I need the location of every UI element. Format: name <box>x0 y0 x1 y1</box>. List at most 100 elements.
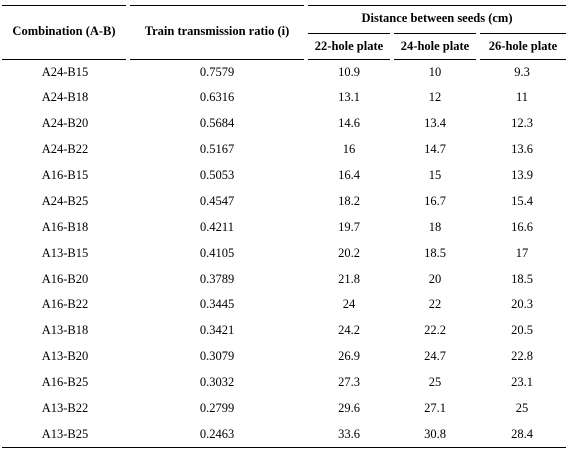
cell-combination: A16-B15 <box>41 168 89 182</box>
cell-22-hole-plate: 26.9 <box>338 349 360 364</box>
cell-combination: A24-B15 <box>41 64 89 79</box>
table-header: Combination (A-B) Train transmission rat… <box>2 5 567 60</box>
cell-24-hole-plate: 18 <box>428 219 442 234</box>
header-ratio: Train transmission ratio (i) <box>128 5 308 60</box>
cell-26-hole-plate: 22.8 <box>511 349 533 364</box>
cell-ratio: 0.3421 <box>199 323 235 338</box>
cell-ratio: 0.5053 <box>199 168 235 182</box>
header-row-2: 22-hole plate 24-hole plate 26-hole plat… <box>2 33 567 60</box>
cell-22-hole-plate: 14.6 <box>338 116 360 131</box>
cell-26-hole-plate: 20.3 <box>511 297 533 312</box>
table-row: A16-B25 0.3032 27.3 25 23.1 <box>2 370 566 396</box>
cell-combination: A16-B20 <box>41 271 89 286</box>
cell-ratio: 0.3445 <box>199 297 235 312</box>
table-row: A16-B20 0.3789 21.8 20 18.5 <box>2 266 566 292</box>
cell-24-hole-plate: 16.7 <box>424 193 446 208</box>
cell-24-hole-plate: 18.5 <box>424 245 446 260</box>
header-distance-group: Distance between seeds (cm) <box>306 5 567 34</box>
cell-26-hole-plate: 11 <box>515 90 529 105</box>
table-row: A24-B18 0.6316 13.1 12 11 <box>2 85 566 111</box>
cell-ratio: 0.5167 <box>199 142 235 157</box>
cell-ratio: 0.5684 <box>199 116 235 131</box>
cell-26-hole-plate: 9.3 <box>514 64 530 79</box>
cell-26-hole-plate: 16.6 <box>511 219 533 234</box>
table-body: A24-B15 0.7579 10.9 10 9.3 A24-B18 0.6316 13.1 1… <box>2 59 567 448</box>
cell-ratio: 0.4547 <box>199 193 235 208</box>
cell-ratio: 0.3789 <box>199 271 235 286</box>
header-24-hole-plate: 24-hole plate <box>392 33 480 60</box>
cell-26-hole-plate: 17 <box>515 245 529 260</box>
cell-combination: A24-B20 <box>41 116 89 131</box>
cell-26-hole-plate: 23.1 <box>511 375 533 390</box>
cell-24-hole-plate: 10 <box>428 64 442 79</box>
cell-22-hole-plate: 13.1 <box>338 90 360 105</box>
cell-22-hole-plate: 18.2 <box>338 193 360 208</box>
seed-distance-table: Combination (A-B) Train transmission rat… <box>2 5 567 448</box>
cell-26-hole-plate: 18.5 <box>511 271 533 286</box>
table-row: A13-B22 0.2799 29.6 27.1 25 <box>2 396 566 422</box>
cell-24-hole-plate: 20 <box>428 271 442 286</box>
table-row: A16-B15 0.5053 16.4 15 13.9 <box>2 163 566 189</box>
header-combination: Combination (A-B) <box>2 5 130 60</box>
cell-26-hole-plate: 15.4 <box>511 193 533 208</box>
cell-combination: A16-B22 <box>41 297 89 312</box>
table-row: A13-B15 0.4105 20.2 18.5 17 <box>2 240 566 266</box>
cell-24-hole-plate: 25 <box>428 375 442 390</box>
cell-ratio: 0.3032 <box>199 375 235 390</box>
cell-24-hole-plate: 30.8 <box>392 421 478 448</box>
cell-24-hole-plate: 14.7 <box>424 142 446 157</box>
header-22-hole-plate: 22-hole plate <box>306 33 394 60</box>
cell-24-hole-plate: 13.4 <box>424 116 446 131</box>
cell-26-hole-plate: 20.5 <box>511 323 533 338</box>
table-row: A24-B15 0.7579 10.9 10 9.3 <box>2 59 566 85</box>
cell-22-hole-plate: 19.7 <box>338 219 360 234</box>
cell-combination: A24-B18 <box>41 90 89 105</box>
table-row: A24-B25 0.4547 18.2 16.7 15.4 <box>2 188 566 214</box>
cell-24-hole-plate: 27.1 <box>424 401 446 416</box>
table-row: A16-B22 0.3445 24 22 20.3 <box>2 292 566 318</box>
cell-22-hole-plate: 33.6 <box>306 421 392 448</box>
table-row: A24-B20 0.5684 14.6 13.4 12.3 <box>2 111 566 137</box>
cell-ratio: 0.4211 <box>200 219 234 234</box>
cell-22-hole-plate: 27.3 <box>338 375 360 390</box>
cell-22-hole-plate: 16.4 <box>338 168 360 182</box>
cell-24-hole-plate: 12 <box>428 90 442 105</box>
cell-combination: A13-B25 <box>2 421 128 448</box>
cell-22-hole-plate: 10.9 <box>338 64 360 79</box>
cell-24-hole-plate: 24.7 <box>424 349 446 364</box>
cell-26-hole-plate: 28.4 <box>478 421 567 448</box>
cell-22-hole-plate: 20.2 <box>338 245 360 260</box>
table-row: A16-B18 0.4211 19.7 18 16.6 <box>2 214 566 240</box>
cell-24-hole-plate: 15 <box>428 168 442 182</box>
cell-combination: A13-B18 <box>41 323 89 338</box>
cell-22-hole-plate: 24.2 <box>338 323 360 338</box>
cell-ratio: 0.6316 <box>199 90 235 105</box>
table-row: A13-B18 0.3421 24.2 22.2 20.5 <box>2 318 566 344</box>
cell-26-hole-plate: 12.3 <box>511 116 533 131</box>
cell-combination: A16-B18 <box>41 219 89 234</box>
table-row: A13-B20 0.3079 26.9 24.7 22.8 <box>2 344 566 370</box>
cell-combination: A13-B15 <box>41 245 89 260</box>
cell-ratio: 0.4105 <box>199 245 235 260</box>
cell-24-hole-plate: 22.2 <box>424 323 446 338</box>
cell-combination: A16-B25 <box>41 375 89 390</box>
cell-combination: A24-B22 <box>41 142 89 157</box>
cell-22-hole-plate: 29.6 <box>338 401 360 416</box>
cell-26-hole-plate: 13.9 <box>511 168 533 182</box>
cell-ratio: 0.3079 <box>199 349 235 364</box>
table-row: A24-B22 0.5167 16 14.7 13.6 <box>2 137 566 163</box>
table-row: A13-B25 0.2463 33.6 30.8 28.4 <box>2 421 567 448</box>
cell-ratio: 0.2463 <box>128 421 306 448</box>
header-26-hole-plate: 26-hole plate <box>478 33 567 60</box>
cell-combination: A24-B25 <box>41 193 89 208</box>
cell-22-hole-plate: 16 <box>342 142 356 157</box>
cell-combination: A13-B22 <box>41 401 89 416</box>
cell-combination: A13-B20 <box>41 349 89 364</box>
cell-ratio: 0.2799 <box>199 401 235 416</box>
cell-22-hole-plate: 21.8 <box>338 271 360 286</box>
cell-26-hole-plate: 25 <box>515 401 529 416</box>
cell-24-hole-plate: 22 <box>428 297 442 312</box>
header-row-1: Combination (A-B) Train transmission rat… <box>2 5 567 60</box>
cell-26-hole-plate: 13.6 <box>511 142 533 157</box>
